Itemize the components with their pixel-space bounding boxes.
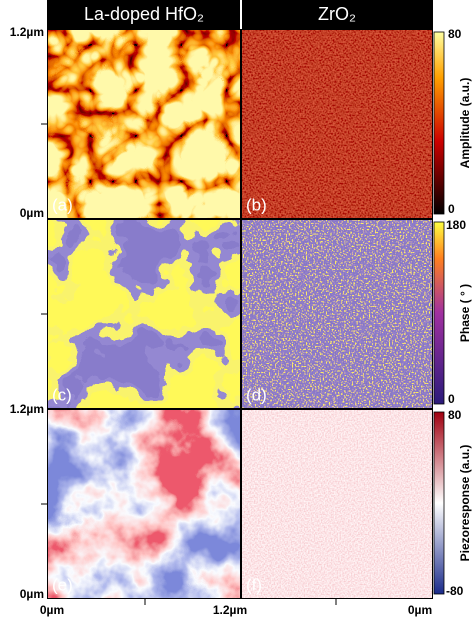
axis-label: 1.2µm — [10, 402, 44, 416]
column-title: ZrO₂ — [318, 4, 356, 24]
image-e — [48, 410, 240, 598]
colorbar-label: Amplitude (a.u.) — [458, 78, 472, 169]
colorbar-max: 180 — [446, 218, 466, 232]
panel-label: (d) — [246, 385, 267, 404]
image-c — [48, 220, 240, 408]
axis-label: 1.2µm — [10, 25, 44, 39]
axis-label: 0µm — [40, 603, 64, 617]
colorbar-max: 80 — [448, 27, 462, 41]
colorbar — [433, 31, 445, 215]
image-f — [242, 410, 432, 598]
panel-label: (f) — [246, 575, 262, 594]
panel-label: (b) — [246, 195, 267, 214]
image-d — [242, 220, 432, 408]
axis-label: 0µm — [408, 603, 432, 617]
axis-label: 0µm — [20, 587, 44, 601]
colorbar-label: Phase ( ° ) — [458, 284, 472, 342]
panel-label: (e) — [52, 575, 73, 594]
colorbar-min: 0 — [448, 202, 455, 216]
image-a — [48, 30, 240, 218]
panel-label: (a) — [52, 195, 73, 214]
colorbar — [433, 411, 445, 595]
panel-label: (c) — [52, 385, 72, 404]
colorbar — [433, 221, 445, 405]
colorbar-min: 0 — [448, 392, 455, 406]
colorbar-max: 80 — [448, 408, 462, 422]
colorbar-label: Piezoresponse (a.u.) — [458, 445, 472, 562]
axis-label: 0µm — [20, 206, 44, 220]
colorbar-min: -80 — [446, 584, 464, 598]
column-title: La-doped HfO₂ — [84, 4, 204, 24]
axis-label: 1.2µm — [213, 603, 247, 617]
image-b — [242, 30, 432, 218]
